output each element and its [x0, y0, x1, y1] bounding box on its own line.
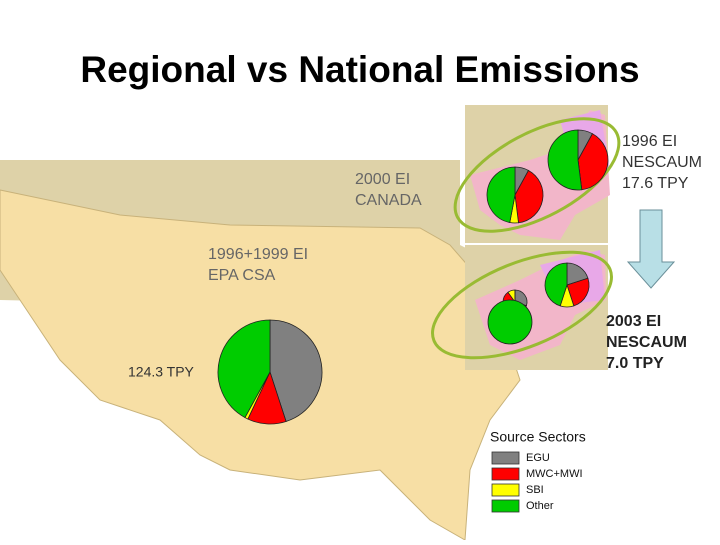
map-label: 7.0 TPY	[606, 355, 664, 372]
pie-slice	[269, 319, 323, 422]
map-label: 2003 EI	[606, 313, 661, 330]
map-label: 1996+1999 EI	[208, 246, 308, 263]
pie-slice	[487, 299, 533, 345]
pie-slice	[514, 169, 544, 224]
map-label: 17.6 TPY	[622, 175, 689, 192]
legend-label: MWC+MWI	[526, 468, 583, 480]
map-label: 2000 EI	[355, 171, 410, 188]
map-label: NESCAUM	[622, 154, 702, 171]
pie-slice	[547, 129, 583, 191]
pie-slice	[486, 166, 516, 223]
legend-swatch	[491, 499, 520, 513]
slide-title: Regional vs National Emissions	[80, 49, 639, 90]
legend-label: SBI	[526, 484, 544, 496]
pie-slice	[544, 262, 568, 307]
map-label: 1996 EI	[622, 133, 677, 150]
pie-slice	[566, 277, 590, 307]
map-label: CANADA	[355, 192, 422, 209]
pie-slice	[577, 133, 609, 191]
legend-title: Source Sectors	[490, 429, 586, 445]
total-label: 124.3 TPY	[128, 364, 195, 380]
legend-swatch	[491, 467, 520, 481]
legend-label: Other	[526, 500, 554, 512]
legend-swatch	[491, 451, 520, 465]
pie-slice	[217, 319, 271, 419]
legend-label: EGU	[526, 452, 550, 464]
legend-swatch	[491, 483, 520, 497]
map-label: EPA CSA	[208, 267, 276, 284]
map-label: NESCAUM	[606, 334, 687, 351]
